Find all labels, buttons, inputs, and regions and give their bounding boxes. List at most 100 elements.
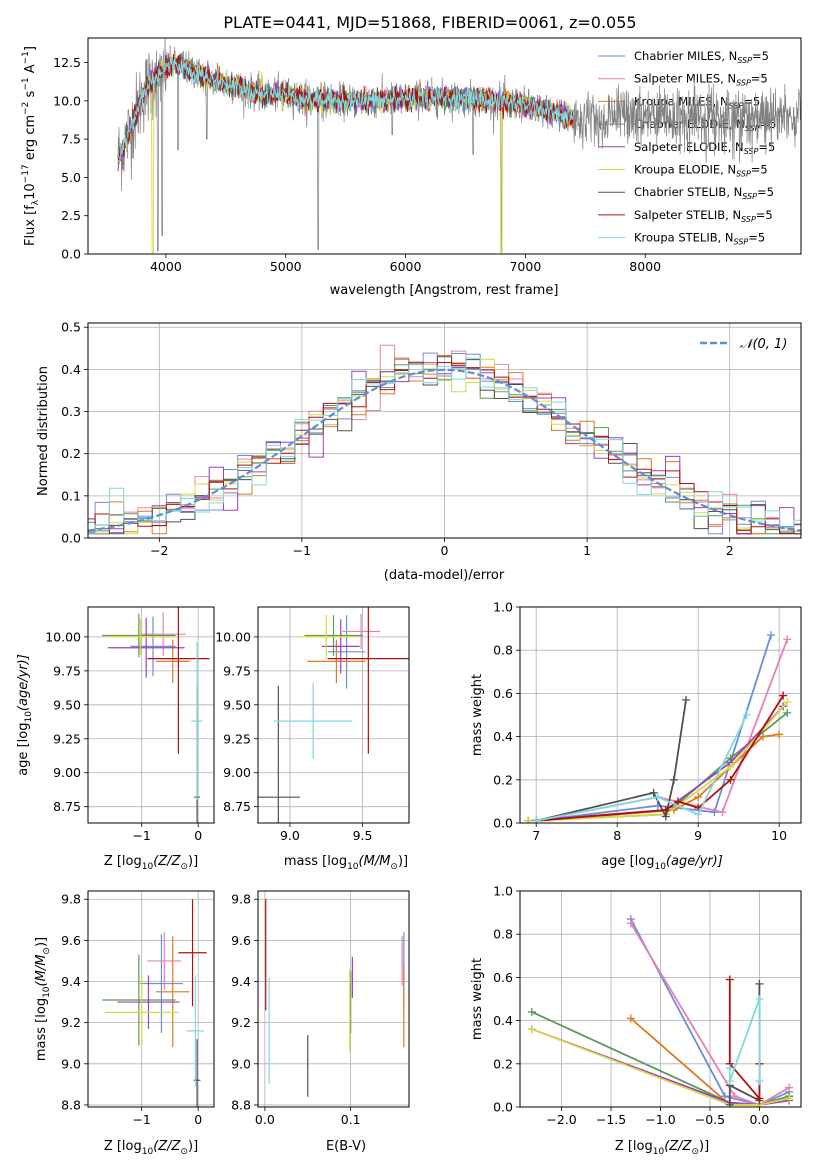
age_vs_mass-ytick-label-4: 9.75	[223, 663, 251, 678]
legend-label-kroupa_stelib: Kroupa STELIB, NSSP=5	[634, 231, 765, 247]
weight_vs_age-marker-salpeter_stelib-5	[779, 691, 788, 700]
weight_vs_Z-xtick-label-4: 0.0	[749, 1112, 769, 1127]
spectrum-ytick-label-3: 7.5	[61, 132, 81, 147]
weight_vs_age-marker-chabrier_stelib-4	[682, 695, 691, 704]
mass_vs_ebv-xtick-label-1: 0.1	[341, 1112, 361, 1127]
spectrum-ytick-label-5: 12.5	[53, 55, 81, 70]
weight_vs_age-frame	[519, 606, 802, 824]
spectrum-ytick-label-0: 0.0	[61, 247, 81, 262]
weight_vs_Z-marker-salpeter_miles-0	[626, 919, 635, 928]
age_vs_Z-ytick-label-0: 8.75	[53, 799, 81, 814]
age_vs_Z-errorbars	[102, 607, 210, 823]
legend-label-chabrier_stelib: Chabrier STELIB, NSSP=5	[634, 185, 774, 201]
residuals-xtick-label-1: −1	[293, 543, 311, 558]
weight_vs_age-marker-kroupa_elodie-0	[524, 816, 533, 823]
residuals-xtick-label-0: −2	[150, 543, 168, 558]
weight_vs_Z-marker-kroupa_stelib-3	[755, 1077, 764, 1086]
ageM-xlabel: mass [log10(M/M⊙)]	[284, 854, 408, 872]
histogram-kroupa_stelib	[88, 357, 801, 535]
weight_vs_age-marker-chabrier_stelib-1	[649, 788, 658, 797]
weight_vs_Z-line-kroupa_stelib	[728, 998, 761, 1082]
age_vs_Z-ytick-label-2: 9.25	[53, 731, 81, 746]
residuals-frame	[87, 322, 802, 539]
histogram-salpeter_elodie	[88, 362, 801, 535]
mass_vs_Z-xtick-label-0: −1	[132, 1112, 150, 1127]
weight_vs_Z-ytick-label-1: 0.2	[493, 1056, 513, 1071]
spectrum-ytick-label-2: 5.0	[61, 170, 81, 185]
mass_vs_ebv-frame	[257, 890, 410, 1108]
age_vs_mass-xtick-label-0: 9.0	[280, 828, 300, 843]
age_vs_mass-ytick-label-5: 10.00	[215, 629, 251, 644]
weight_vs_Z-marker-salpeter_stelib-2	[755, 1094, 764, 1103]
spectrum-lines	[117, 38, 801, 253]
mass-vs-metallicity-panel: Z [log10(Z/Z⊙)] mass [log10(M/M⊙)] −1 0 8.…	[34, 890, 215, 1157]
weight_vs_Z-marker-kroupa_stelib-0	[725, 1064, 734, 1073]
age_vs_Z-ytick-label-1: 9.00	[53, 765, 81, 780]
mass_vs_ebv-errorbars	[265, 899, 405, 1097]
residuals-legend: 𝒩(0, 1)	[700, 337, 787, 352]
weight_vs_Z-line-kroupa_elodie	[531, 1028, 790, 1106]
weight_vs_age-marker-chabrier_stelib-3	[669, 775, 678, 784]
weight_vs_age-ytick-label-5: 1.0	[493, 600, 513, 615]
weight_vs_Z-ytick-label-4: 0.8	[493, 927, 513, 942]
weight_vs_Z-marker-salpeter_miles-1	[730, 1092, 739, 1101]
weight_vs_age-marker-kroupa_stelib-3	[742, 711, 751, 719]
residuals-ytick-label-2: 0.2	[61, 446, 81, 461]
weight_vs_Z-line-salpeter_miles	[630, 922, 790, 1106]
mass_vs_ebv-ytick-label-0: 8.8	[231, 1097, 251, 1112]
mass_vs_Z-frame	[87, 890, 215, 1108]
weight_vs_Z-xtick-label-1: −1.5	[596, 1112, 626, 1127]
spectrum-xtick-label-4: 8000	[629, 259, 661, 274]
weight_vs_age-marker-kroupa_miles-3	[758, 732, 767, 741]
age_vs_mass-ytick-label-2: 9.25	[223, 731, 251, 746]
weight_vs_age-marker-salpeter_miles-3	[783, 635, 792, 644]
legend-label-chabrier_miles: Chabrier MILES, NSSP=5	[634, 49, 769, 65]
spectrum-ytick-label-1: 2.5	[61, 208, 81, 223]
wAge-xlabel: age [log10(age/yr)]	[601, 854, 723, 872]
mass_vs_Z-ytick-label-2: 9.2	[61, 1015, 81, 1030]
age_vs_Z-frame	[87, 606, 215, 824]
mass_vs_Z-ytick-label-1: 9.0	[61, 1056, 81, 1071]
residuals-ytick-label-3: 0.3	[61, 404, 81, 419]
weight_vs_Z-marker-chabrier_miles-1	[720, 1092, 729, 1101]
weight_vs_Z-line-chabrier_miles	[630, 918, 790, 1106]
legend-label-salpeter_stelib: Salpeter STELIB, NSSP=5	[634, 208, 773, 224]
age-vs-mass-panel: mass [log10(M/M⊙)] 9.0 9.5 8.75 9.00 9.25 9.5…	[215, 606, 410, 872]
residuals-xtick-label-3: 1	[583, 543, 591, 558]
weight_vs_Z-marker-kroupa_elodie-3	[785, 1094, 794, 1103]
weight_vs_age-marker-kroupa_stelib-0	[532, 816, 541, 823]
residuals-ylabel: Normed distribution	[36, 366, 51, 496]
weight_vs_age-ytick-label-4: 0.8	[493, 643, 513, 658]
model-spectrum-kroupa_stelib	[117, 55, 574, 161]
age_vs_mass-frame	[257, 606, 410, 824]
weight_vs_age-marker-kroupa_stelib-1	[653, 793, 662, 802]
weight_vs_Z-marker-kroupa_elodie-0	[527, 1025, 536, 1034]
residuals-ytick-label-4: 0.4	[61, 362, 81, 377]
age_vs_Z-xtick-label-0: −1	[132, 828, 150, 843]
age_vs_Z-ytick-label-5: 10.00	[45, 629, 81, 644]
residuals-ytick-label-0: 0.0	[61, 531, 81, 546]
figure-title: PLATE=0441, MJD=51868, FIBERID=0061, z=0…	[223, 13, 636, 32]
ageZ-ylabel: age [log10(age/yr)]	[16, 654, 34, 776]
age_vs_mass-ytick-label-0: 8.75	[223, 799, 251, 814]
weight_vs_age-ytick-label-1: 0.2	[493, 772, 513, 787]
weight_vs_age-marker-chabrier_elodie-3	[783, 708, 792, 717]
weight_vs_Z-ytick-label-5: 1.0	[493, 884, 513, 899]
age_vs_mass-ytick-label-3: 9.50	[223, 697, 251, 712]
age_vs_Z-xtick-label-1: 0	[194, 828, 202, 843]
spectrum-panel: wavelength [Angstrom, rest frame] Flux […	[21, 37, 802, 298]
mass_vs_Z-errorbars	[102, 899, 207, 1107]
weight_vs_age-xtick-label-2: 9	[694, 828, 702, 843]
weight_vs_age-ytick-label-0: 0.0	[493, 816, 513, 831]
wZ-ylabel: mass weight	[470, 958, 485, 1040]
normal-distribution-curve	[88, 368, 801, 532]
weight_vs_age-marker-salpeter_miles-2	[718, 808, 727, 817]
weight_vs_age-line-kroupa_stelib	[536, 714, 748, 822]
age-vs-metallicity-panel: Z [log10(Z/Z⊙)] age [log10(age/yr)] −1 0 8…	[16, 606, 215, 872]
wZ-xlabel: Z [log10(Z/Z⊙)]	[615, 1139, 709, 1157]
weight-vs-metallicity-panel: Z [log10(Z/Z⊙)] mass weight −2.0 −1.5 −1.0…	[470, 884, 802, 1157]
mass_vs_Z-xtick-label-1: 0	[194, 1112, 202, 1127]
spectrum-xlabel: wavelength [Angstrom, rest frame]	[330, 283, 559, 298]
